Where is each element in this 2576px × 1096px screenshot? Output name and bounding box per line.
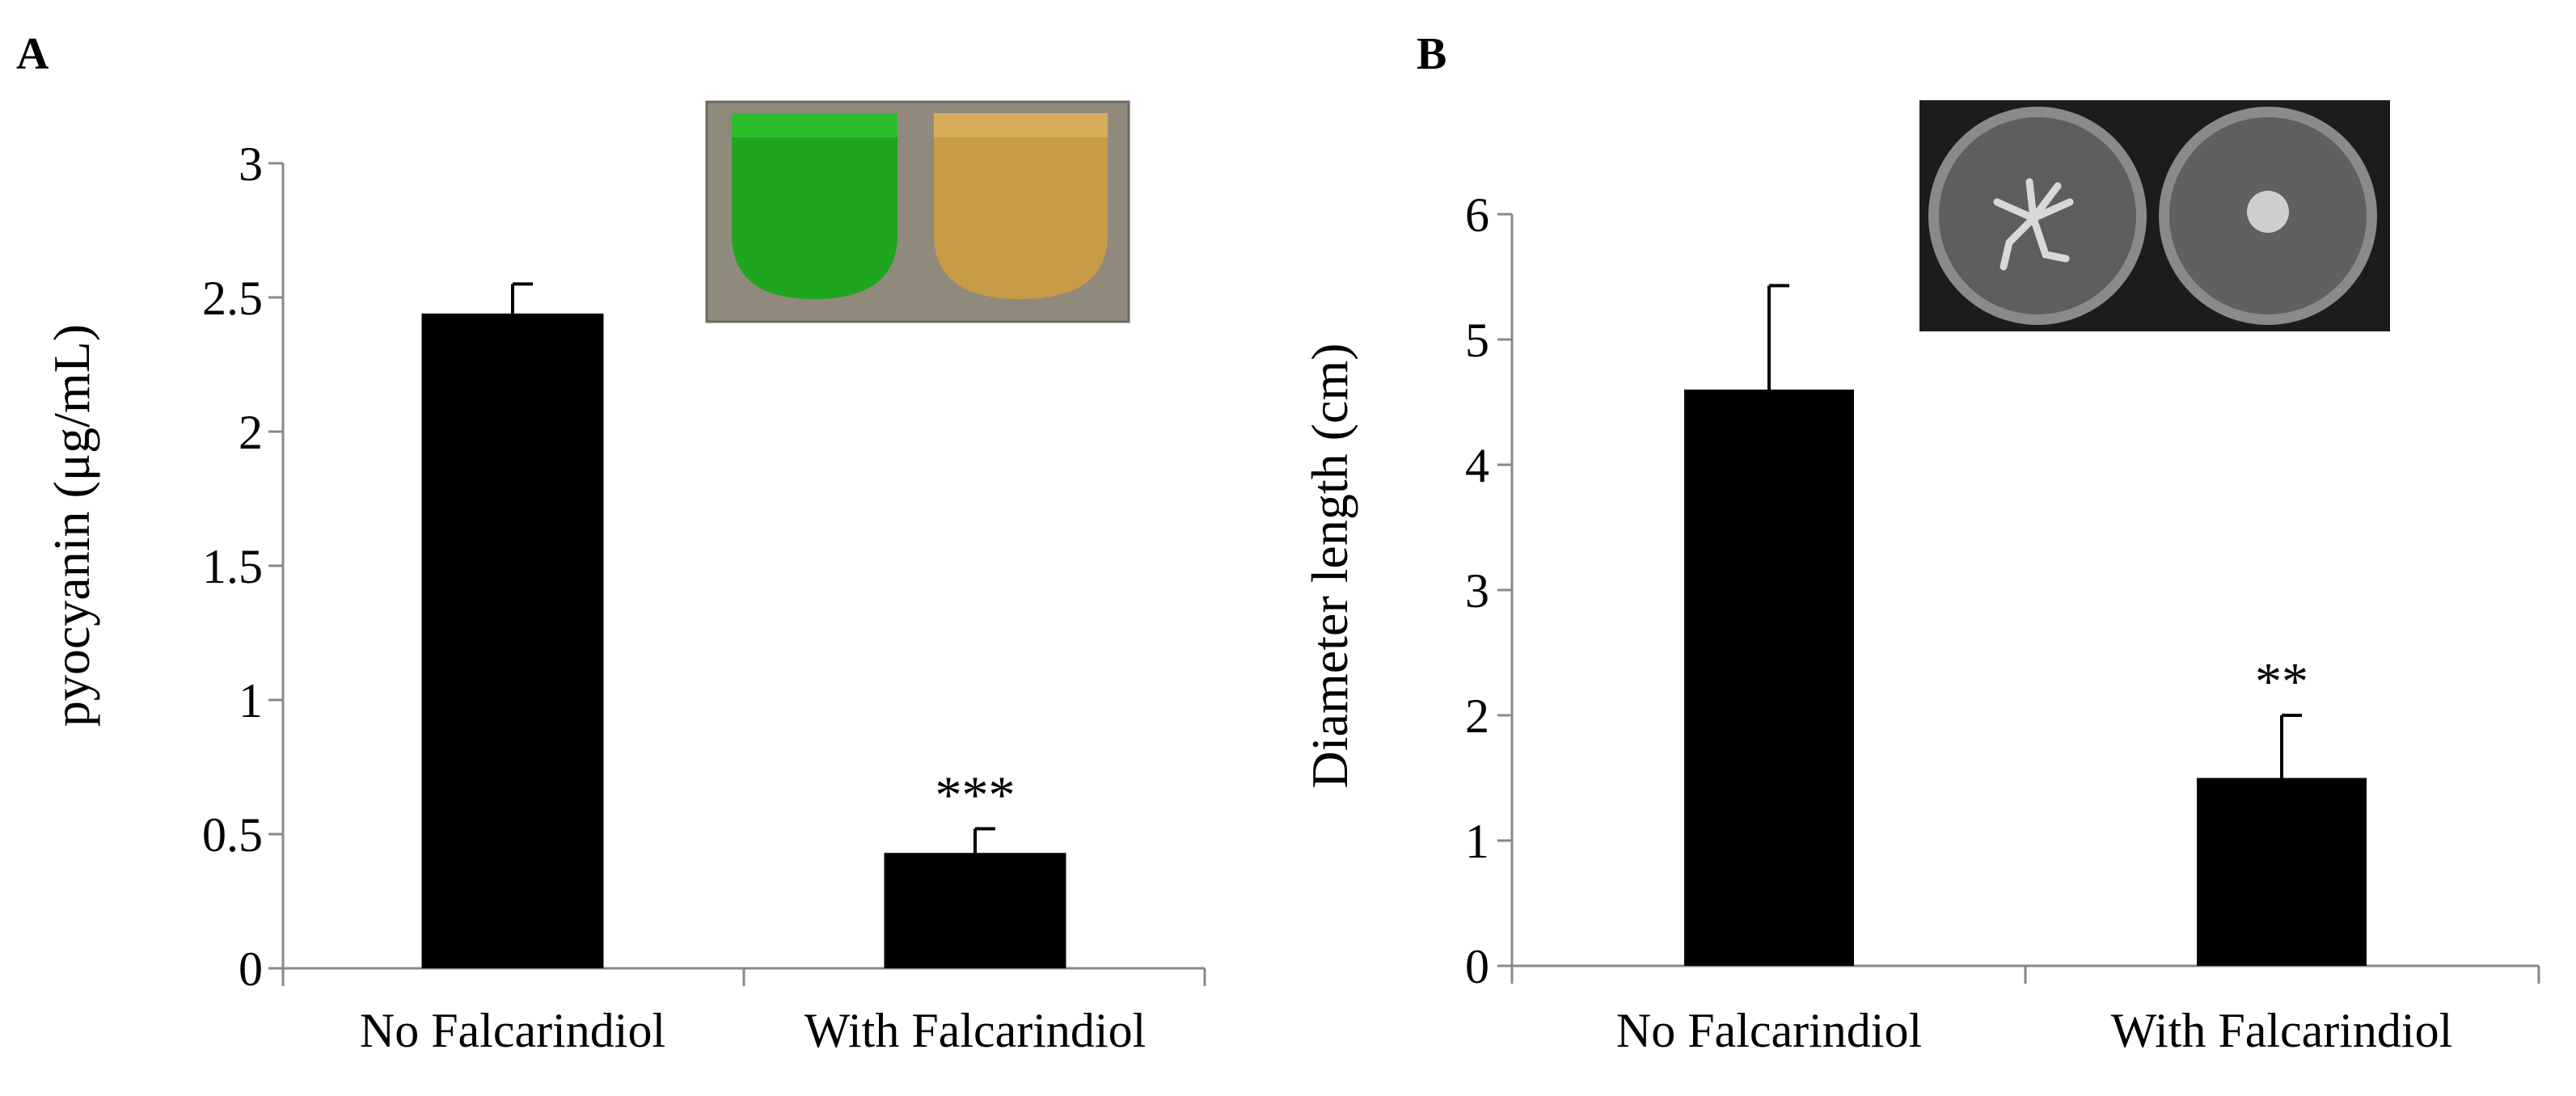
swarming-colony — [1993, 178, 2074, 271]
bar — [884, 853, 1066, 968]
bar — [1684, 390, 1854, 966]
panel-a: A 0 0.5 1 1.5 2 2.5 3 No Falcarindiol With Falca… — [16, 29, 1206, 1057]
panel-a-y-axis-title: pyocyanin (μg/mL) — [43, 324, 100, 727]
bar — [2197, 778, 2367, 966]
y-tick-label: 5 — [1465, 314, 1489, 367]
y-tick-label: 4 — [1465, 439, 1489, 492]
y-tick-label: 1 — [1465, 815, 1489, 868]
panel-b: B 0 1 2 3 4 5 6 No Falcarindiol With Falcarindio… — [1301, 29, 2540, 1057]
x-category-label: With Falcarindiol — [804, 1004, 1147, 1057]
y-tick-label: 2 — [239, 406, 263, 459]
green-tube — [732, 113, 897, 299]
panel-a-inset-photo — [705, 100, 1130, 323]
panel-b-label: B — [1417, 29, 1446, 79]
panel-b-bars — [1684, 284, 2367, 966]
restricted-colony — [2247, 191, 2289, 233]
panel-a-bars — [421, 282, 1066, 968]
panel-b-inset-photo — [1919, 100, 2390, 331]
y-tick-label: 6 — [1465, 188, 1489, 242]
panel-b-y-axis-title: Diameter length (cm) — [1301, 344, 1358, 789]
y-tick-label: 3 — [1465, 564, 1489, 618]
panel-b-labels: 0 1 2 3 4 5 6 No Falcarindiol With Falcarindiol *… — [1465, 188, 2452, 1057]
panel-b-axes — [1497, 213, 2540, 984]
x-category-label: No Falcarindiol — [360, 1004, 665, 1057]
y-tick-label: 2.5 — [202, 272, 263, 325]
y-tick-label: 0.5 — [202, 808, 263, 862]
y-tick-label: 0 — [1465, 940, 1489, 993]
y-tick-label: 1.5 — [202, 540, 263, 593]
y-tick-label: 0 — [239, 942, 263, 996]
x-category-label: With Falcarindiol — [2111, 1004, 2453, 1057]
x-category-label: No Falcarindiol — [1616, 1004, 1922, 1057]
significance-label: ** — [2255, 652, 2308, 711]
y-tick-label: 2 — [1465, 689, 1489, 743]
significance-label: *** — [935, 765, 1016, 824]
panel-a-label: A — [16, 29, 49, 79]
y-tick-label: 3 — [239, 137, 263, 191]
y-tick-label: 1 — [239, 674, 263, 727]
yellow-tube — [934, 113, 1108, 299]
bar — [421, 313, 604, 968]
panel-a-labels: 0 0.5 1 1.5 2 2.5 3 No Falcarindiol With Falcari… — [202, 137, 1146, 1057]
